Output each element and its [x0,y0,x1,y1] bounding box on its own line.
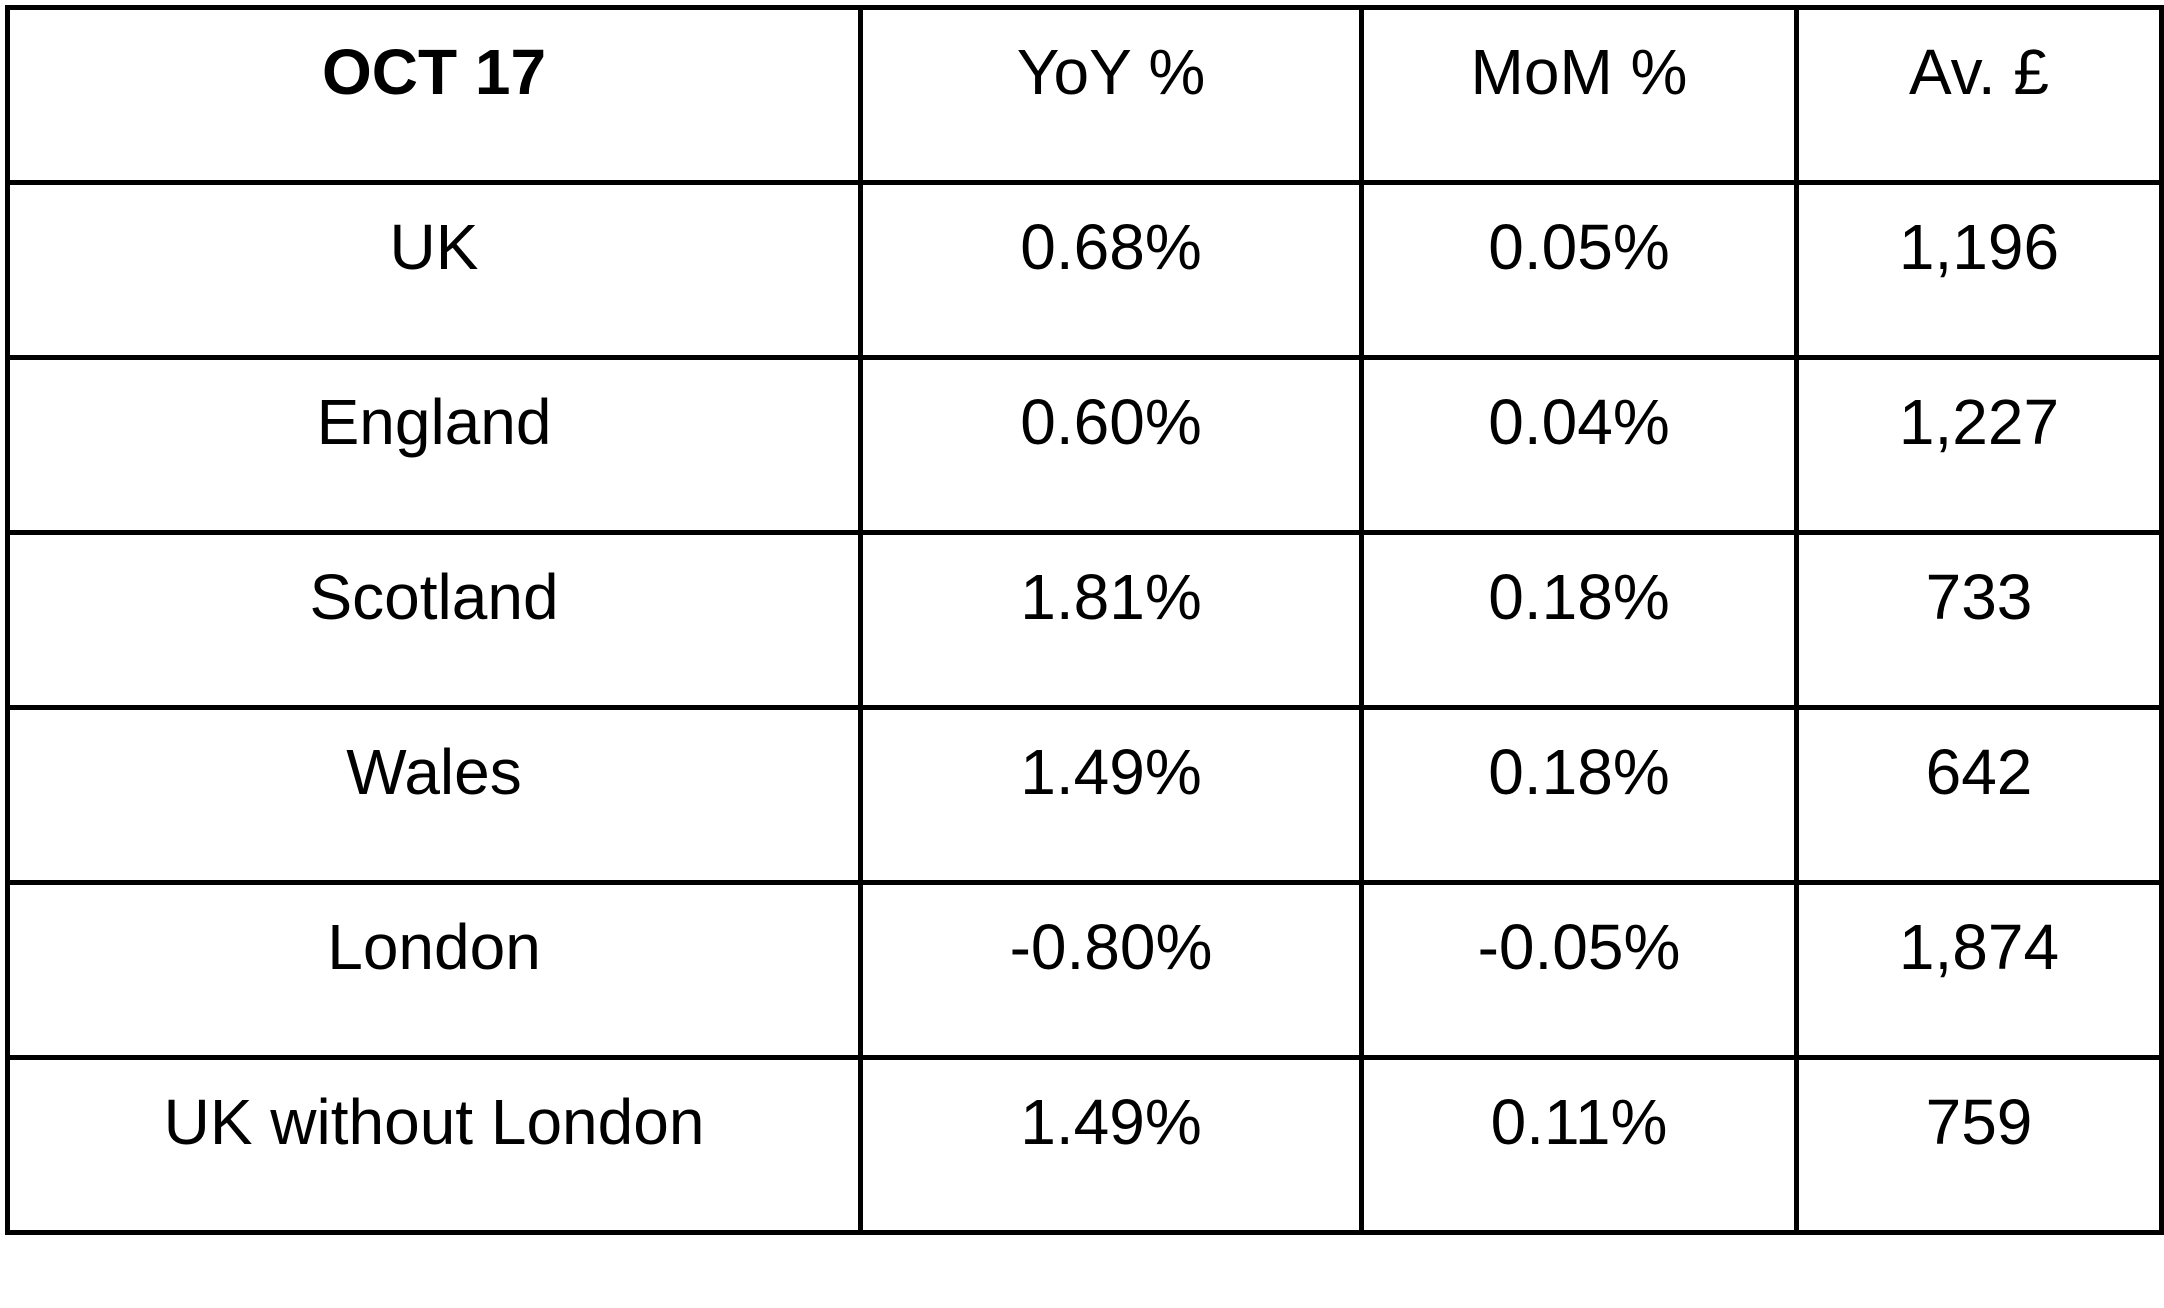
table-row: London -0.80% -0.05% 1,874 [5,880,2164,1060]
table-cell: 1.81% [858,530,1364,710]
table-cell: 0.11% [1359,1055,1799,1235]
header-cell: MoM % [1359,5,1799,185]
table-row: England 0.60% 0.04% 1,227 [5,355,2164,535]
header-row: OCT 17 YoY % MoM % Av. £ [5,5,2164,185]
table-body: UK 0.68% 0.05% 1,196 England 0.60% 0.04% 1,227 S… [5,180,2164,1235]
table-row: Scotland 1.81% 0.18% 733 [5,530,2164,710]
table-cell: 1.49% [858,705,1364,885]
header-cell: YoY % [858,5,1364,185]
table-cell: 0.18% [1359,530,1799,710]
table-cell: 0.60% [858,355,1364,535]
table-cell: 1,874 [1794,880,2164,1060]
data-table: OCT 17 YoY % MoM % Av. £ UK 0.68% 0.05% 1,196 E… [5,5,2164,1235]
table-cell: 0.05% [1359,180,1799,360]
table-cell: England [5,355,863,535]
table-cell: 0.68% [858,180,1364,360]
table-cell: 759 [1794,1055,2164,1235]
table-cell: 0.04% [1359,355,1799,535]
table-cell: 1.49% [858,1055,1364,1235]
table-row: UK without London 1.49% 0.11% 759 [5,1055,2164,1235]
table-row: Wales 1.49% 0.18% 642 [5,705,2164,885]
table-cell: 0.18% [1359,705,1799,885]
table-cell: Scotland [5,530,863,710]
table-cell: Wales [5,705,863,885]
table-row: UK 0.68% 0.05% 1,196 [5,180,2164,360]
table-cell: -0.80% [858,880,1364,1060]
table-cell: UK [5,180,863,360]
table-cell: 1,196 [1794,180,2164,360]
table-cell: UK without London [5,1055,863,1235]
header-cell: OCT 17 [5,5,863,185]
table-cell: 642 [1794,705,2164,885]
table-cell: London [5,880,863,1060]
header-cell: Av. £ [1794,5,2164,185]
table-cell: 1,227 [1794,355,2164,535]
table-cell: -0.05% [1359,880,1799,1060]
table-cell: 733 [1794,530,2164,710]
